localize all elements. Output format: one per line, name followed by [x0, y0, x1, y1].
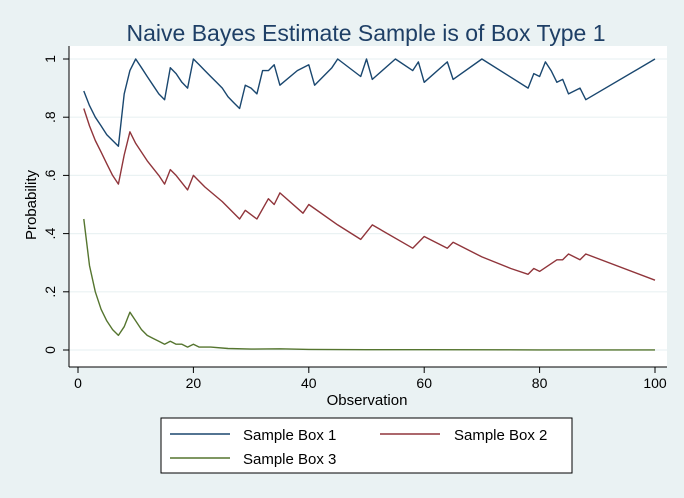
x-tick-label: 60 [416, 375, 432, 391]
legend: Sample Box 1 Sample Box 2 Sample Box 3 [160, 417, 573, 474]
series-lines [83, 58, 656, 351]
x-tick-label: 80 [532, 375, 548, 391]
chart-title: Naive Bayes Estimate Sample is of Box Ty… [127, 20, 606, 46]
y-axis-label: Probability [23, 169, 40, 240]
series-line-box1 [83, 58, 656, 148]
x-axis-label: Observation [327, 392, 408, 409]
x-tick-label: 0 [74, 375, 82, 391]
y-tick-label: 1 [42, 55, 58, 63]
x-tick-label: 20 [186, 375, 202, 391]
y-tick-label: .4 [42, 228, 58, 240]
x-tick-label: 100 [643, 375, 667, 391]
series-line-box3 [83, 218, 655, 351]
legend-label-box3: Sample Box 3 [243, 451, 336, 468]
tick-labels: 0 .2 .4 .6 .8 1 0 20 40 60 80 100 [42, 55, 667, 391]
series-line-box2 [83, 108, 656, 281]
legend-label-box2: Sample Box 2 [454, 427, 547, 444]
legend-box [160, 417, 573, 474]
y-tick-label: .2 [42, 286, 58, 298]
y-tick-label: .8 [42, 111, 58, 123]
y-tick-label: .6 [42, 169, 58, 181]
axes [63, 46, 667, 373]
x-tick-label: 40 [301, 375, 317, 391]
plot-area [69, 46, 667, 367]
legend-label-box1: Sample Box 1 [243, 427, 336, 444]
y-tick-label: 0 [42, 346, 58, 354]
